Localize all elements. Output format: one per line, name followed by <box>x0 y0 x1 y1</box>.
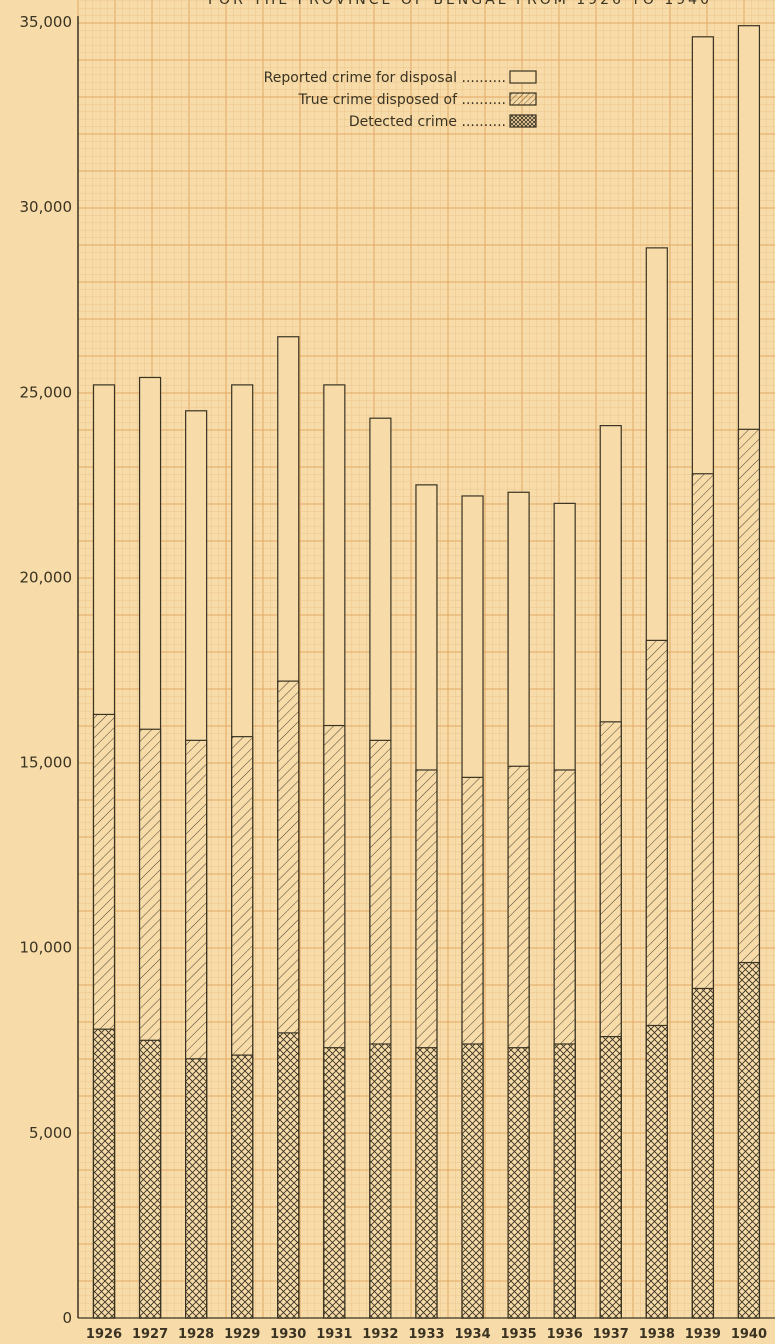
legend-label: Detected crime .......... <box>349 114 506 130</box>
bar-group-1933 <box>415 484 438 1319</box>
bar-group-1930 <box>277 336 300 1319</box>
x-tick-label: 1938 <box>639 1327 675 1342</box>
bar-detected <box>553 1043 576 1319</box>
bar-group-1936 <box>553 502 576 1319</box>
bar-detected <box>185 1058 208 1319</box>
bar-group-1935 <box>507 491 530 1319</box>
y-tick-label: 5,000 <box>29 1124 72 1142</box>
bar-group-1940 <box>737 25 761 1319</box>
y-tick-label: 20,000 <box>20 568 73 586</box>
bar-detected <box>277 1032 300 1319</box>
y-axis: 0 5,000 10,000 15,000 20,000 25,000 30,000 35,0… <box>20 13 775 1327</box>
bar-group-1931 <box>323 384 346 1319</box>
y-tick-label: 35,000 <box>20 13 73 31</box>
x-tick-label: 1940 <box>731 1327 767 1342</box>
bar-detected <box>369 1043 392 1319</box>
bar-group-1926 <box>92 384 116 1319</box>
legend-swatch <box>509 70 537 84</box>
x-tick-label: 1926 <box>86 1327 122 1342</box>
bar-detected <box>323 1047 346 1319</box>
y-tick-label: 0 <box>62 1309 72 1327</box>
bar-group-1939 <box>691 36 714 1319</box>
x-tick-label: 1939 <box>685 1327 721 1342</box>
bar-detected <box>415 1047 438 1319</box>
x-axis-labels: 1926 1927 1928 1929 1930 1931 1932 1933 1934 1935… <box>86 1327 767 1342</box>
bar-detected <box>691 987 714 1319</box>
bar-group-1937 <box>599 425 622 1319</box>
bar-detected <box>138 1039 162 1319</box>
legend: Reported crime for disposal .......... Tr… <box>264 70 537 130</box>
bar-detected <box>92 1028 116 1319</box>
bars <box>92 25 761 1319</box>
bar-group-1929 <box>231 384 254 1319</box>
x-tick-label: 1934 <box>454 1327 490 1342</box>
bar-group-1932 <box>369 417 392 1319</box>
chart-title: FOR THE PROVINCE OF BENGAL FROM 1926 TO … <box>208 0 712 8</box>
bar-group-1927 <box>138 376 162 1319</box>
x-tick-label: 1930 <box>270 1327 306 1342</box>
legend-label: True crime disposed of .......... <box>298 92 506 108</box>
bar-detected <box>645 1024 668 1319</box>
bar-detected <box>507 1047 530 1319</box>
x-tick-label: 1932 <box>362 1327 398 1342</box>
x-tick-label: 1933 <box>408 1327 444 1342</box>
legend-swatch <box>509 114 537 128</box>
x-tick-label: 1935 <box>501 1327 537 1342</box>
x-tick-label: 1929 <box>224 1327 260 1342</box>
bar-group-1928 <box>185 410 208 1319</box>
y-tick-label: 10,000 <box>20 939 73 957</box>
legend-label: Reported crime for disposal .......... <box>264 70 506 86</box>
y-tick-label: 25,000 <box>20 383 73 401</box>
bar-group-1938 <box>645 247 668 1319</box>
x-tick-label: 1931 <box>316 1327 352 1342</box>
legend-swatch <box>509 92 537 106</box>
x-tick-label: 1936 <box>547 1327 583 1342</box>
bar-group-1934 <box>461 495 484 1319</box>
x-tick-label: 1937 <box>593 1327 629 1342</box>
bar-detected <box>461 1043 484 1319</box>
y-tick-label: 15,000 <box>20 754 73 772</box>
bar-detected <box>231 1054 254 1319</box>
x-tick-label: 1927 <box>132 1327 168 1342</box>
bar-detected <box>737 961 761 1319</box>
x-tick-label: 1928 <box>178 1327 214 1342</box>
bar-detected <box>599 1035 622 1319</box>
y-tick-label: 30,000 <box>20 198 73 216</box>
